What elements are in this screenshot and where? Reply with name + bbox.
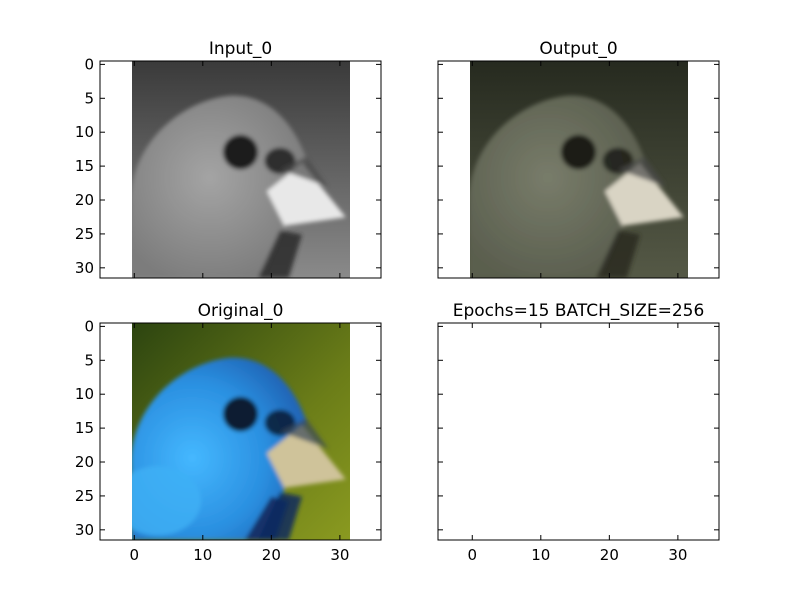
image-input <box>131 61 350 278</box>
y-tick-label: 30 <box>75 259 94 277</box>
x-tick-label: 0 <box>467 546 477 564</box>
subplot-title: Output_0 <box>539 39 617 59</box>
x-tick-label: 20 <box>262 546 281 564</box>
x-tick-label: 0 <box>129 546 139 564</box>
y-tick-label: 30 <box>75 521 94 539</box>
y-tick-label: 10 <box>75 385 94 403</box>
y-tick-label: 10 <box>75 123 94 141</box>
subplot-title: Epochs=15 BATCH_SIZE=256 <box>453 301 705 321</box>
y-tick-label: 20 <box>75 191 94 209</box>
subplot-title: Input_0 <box>209 39 272 59</box>
x-tick-label: 30 <box>668 546 687 564</box>
y-tick-label: 25 <box>75 225 94 243</box>
y-tick-label: 0 <box>84 55 94 73</box>
image-output <box>469 61 688 278</box>
subplot-1: Input_0 0 5 10 15 20 25 30 <box>75 39 381 278</box>
y-tick-label: 15 <box>75 157 94 175</box>
y-tick-label: 5 <box>84 351 94 369</box>
y-tick-label: 25 <box>75 487 94 505</box>
subplot-3: Original_0 0 10 20 30 0 5 10 15 20 25 30 <box>75 301 381 564</box>
image-original <box>113 323 350 540</box>
axes-frame <box>438 323 719 540</box>
y-tick-label: 20 <box>75 453 94 471</box>
subplot-4: Epochs=15 BATCH_SIZE=256 0 10 20 30 <box>438 301 719 564</box>
x-tick-label: 30 <box>330 546 349 564</box>
subplot-title: Original_0 <box>198 301 284 321</box>
y-tick-label: 0 <box>84 317 94 335</box>
y-tick-label: 15 <box>75 419 94 437</box>
x-tick-label: 20 <box>600 546 619 564</box>
subplot-2: Output_0 <box>438 39 719 278</box>
x-tick-label: 10 <box>531 546 550 564</box>
x-tick-label: 10 <box>193 546 212 564</box>
y-tick-label: 5 <box>84 89 94 107</box>
